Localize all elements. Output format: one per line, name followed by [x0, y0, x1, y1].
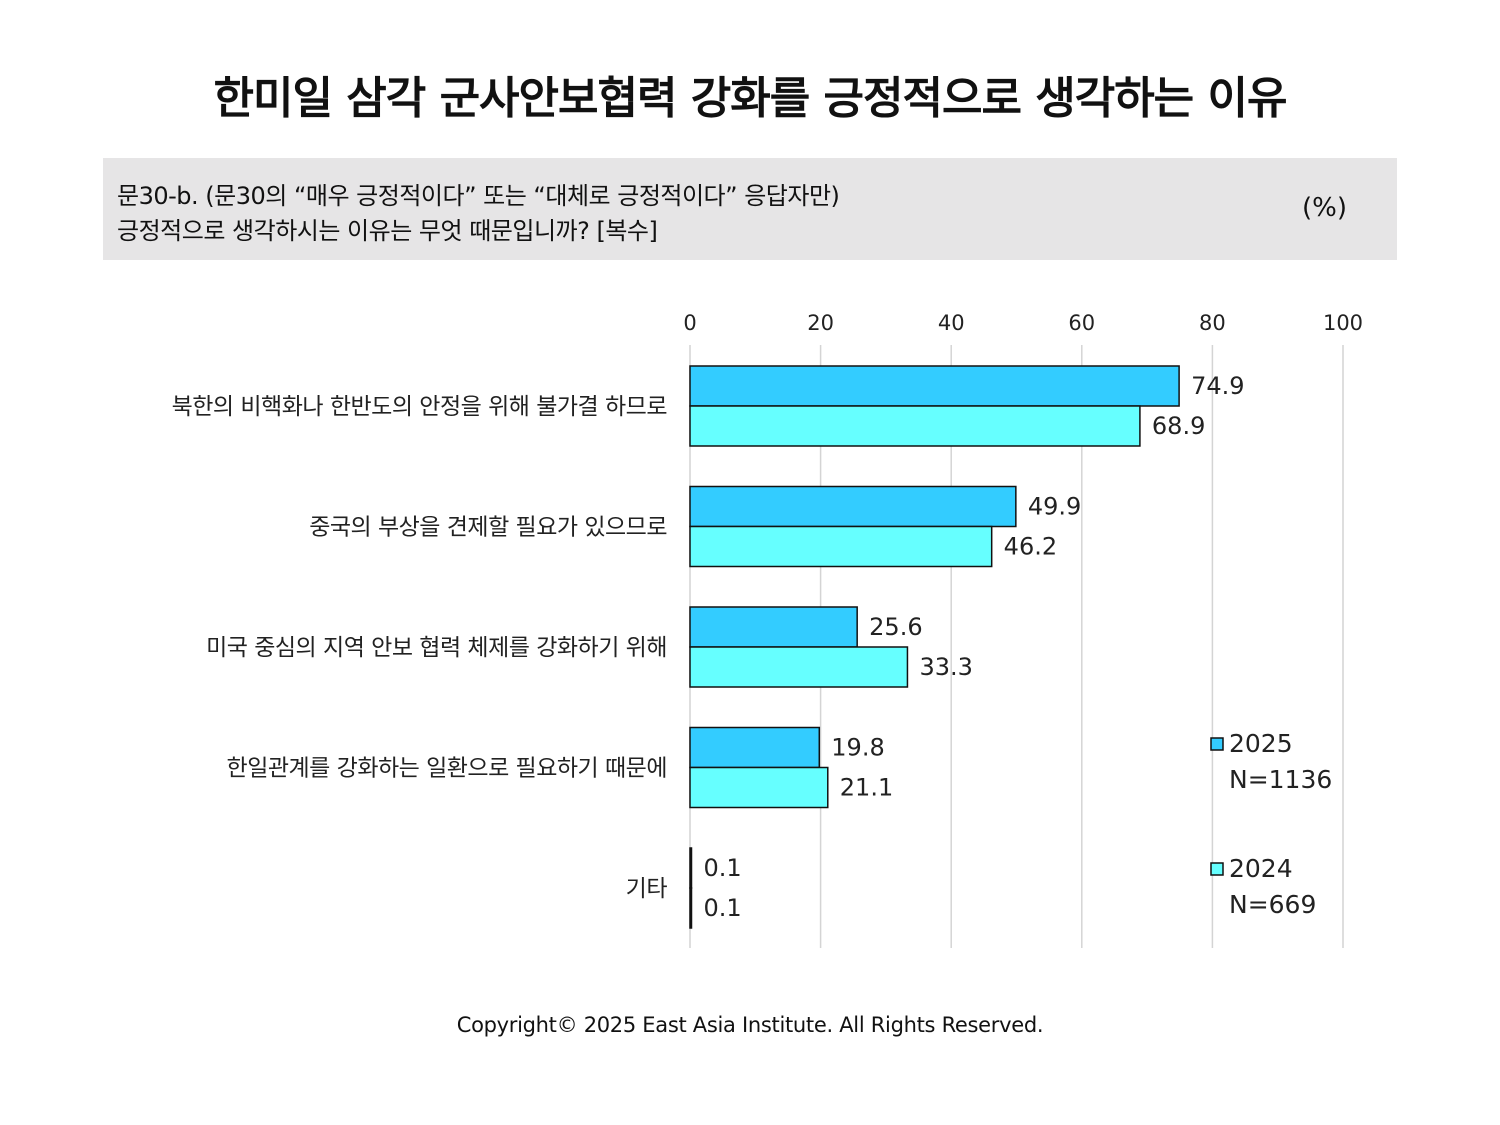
- bar: [689, 365, 1180, 407]
- legend-series-name: 2025: [1229, 729, 1293, 758]
- bar: [689, 646, 909, 688]
- bar-chart: 0 20 40 60 80 100 북한의 비핵화나 한반도의 안정을 위해 불가결 하므로…: [172, 311, 1363, 948]
- data-label: 21.1: [840, 774, 893, 802]
- data-label: 19.8: [831, 734, 884, 762]
- chart-title: 한미일 삼각 군사안보협력 강화를 긍정적으로 생각하는 이유: [213, 73, 1288, 124]
- bar: [689, 485, 1017, 528]
- data-label: 46.2: [1004, 533, 1057, 561]
- bar: [689, 726, 821, 769]
- x-tick-label: 0: [683, 311, 696, 335]
- unit-label: (%): [1302, 193, 1347, 223]
- copyright-text: Copyright© 2025 East Asia Institute. All…: [456, 1013, 1044, 1037]
- legend-swatch: [1210, 737, 1224, 751]
- category-label: 중국의 부상을 견제할 필요가 있으므로: [309, 515, 667, 541]
- bar: [689, 766, 829, 809]
- question-line-1: 문30-b. (문30의 “매우 긍정적이다” 또는 “대체로 긍정적이다” 응…: [117, 182, 840, 210]
- category-label: 한일관계를 강화하는 일환으로 필요하기 때문에: [227, 756, 667, 782]
- x-tick-label: 60: [1068, 311, 1095, 335]
- category-label: 미국 중심의 지역 안보 협력 체제를 강화하기 위해: [206, 635, 667, 661]
- data-label: 0.1: [704, 894, 742, 922]
- bar: [689, 887, 693, 929]
- data-label: 25.6: [869, 613, 922, 641]
- bar: [689, 847, 693, 889]
- x-tick-label: 100: [1323, 311, 1363, 335]
- category-label: 기타: [626, 876, 668, 902]
- bar: [689, 606, 858, 648]
- bar: [689, 525, 993, 568]
- data-label: 49.9: [1028, 493, 1081, 521]
- data-label: 33.3: [919, 653, 972, 681]
- x-tick-label: 20: [807, 311, 834, 335]
- bar: [689, 405, 1141, 447]
- category-label: 북한의 비핵화나 한반도의 안정을 위해 불가결 하므로: [172, 394, 667, 420]
- data-label: 68.9: [1152, 412, 1205, 440]
- data-label: 0.1: [704, 854, 742, 882]
- x-tick-label: 40: [938, 311, 965, 335]
- question-line-2: 긍정적으로 생각하시는 이유는 무엇 때문입니까? [복수]: [117, 217, 658, 245]
- data-label: 74.9: [1191, 372, 1244, 400]
- legend-series-name: 2024: [1229, 854, 1293, 883]
- x-tick-label: 80: [1199, 311, 1226, 335]
- legend-sample-size: N=1136: [1229, 765, 1332, 794]
- legend-sample-size: N=669: [1229, 890, 1316, 919]
- legend-swatch: [1210, 862, 1224, 876]
- question-box: 문30-b. (문30의 “매우 긍정적이다” 또는 “대체로 긍정적이다” 응…: [103, 158, 1397, 260]
